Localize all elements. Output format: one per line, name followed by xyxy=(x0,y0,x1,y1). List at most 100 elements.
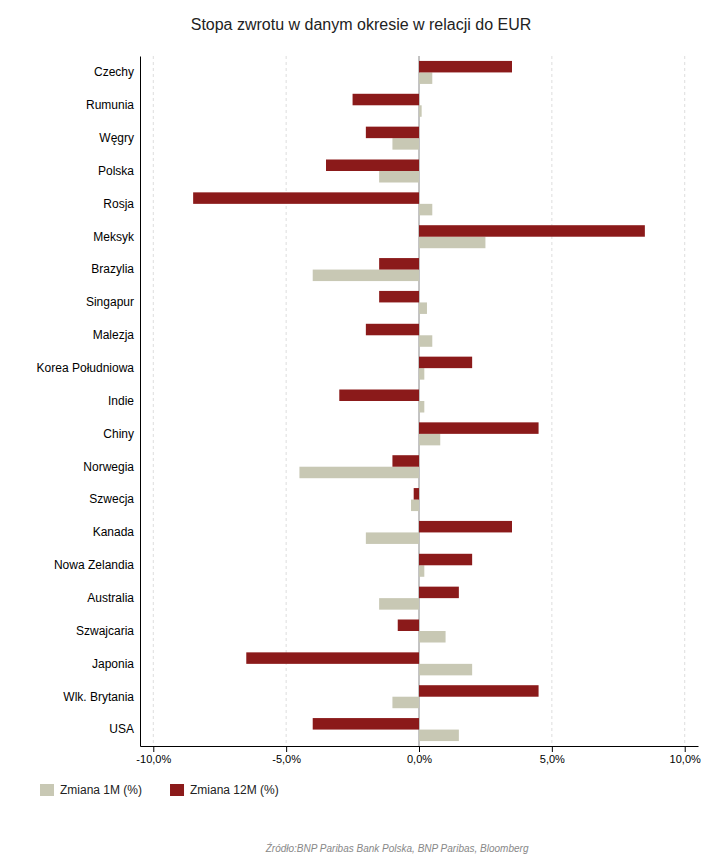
bar xyxy=(419,730,459,742)
bar xyxy=(414,488,419,500)
plot: -10,0% -5,0% 0,0% 5,0% 10,0% USA Wlk. Brytania… xyxy=(37,56,701,765)
y-tick: Nowa Zelandia xyxy=(54,558,140,572)
bar xyxy=(419,368,424,380)
legend: Zmiana 1M (%) Zmiana 12M (%) xyxy=(40,783,279,797)
bar xyxy=(419,302,427,314)
y-tick-label: Malezja xyxy=(93,328,135,342)
bar xyxy=(419,237,485,249)
legend-swatch xyxy=(40,784,54,796)
bar xyxy=(379,171,419,183)
bar xyxy=(366,324,419,336)
y-tick-label: Brazylia xyxy=(91,262,134,276)
grid xyxy=(153,56,684,746)
y-tick-label: USA xyxy=(109,722,134,736)
y-tick-label: Korea Południowa xyxy=(37,361,135,375)
y-tick-label: Szwajcaria xyxy=(76,624,134,638)
grid-line xyxy=(286,56,287,746)
bar xyxy=(419,685,539,697)
bar xyxy=(419,434,440,446)
legend-item: Zmiana 12M (%) xyxy=(170,783,279,797)
bars xyxy=(193,61,645,741)
x-tick: -5,0% xyxy=(272,746,301,765)
bar xyxy=(392,455,419,467)
bar xyxy=(419,664,472,676)
y-tick-label: Węgry xyxy=(99,131,134,145)
bar xyxy=(419,631,446,643)
y-tick-label: Czechy xyxy=(94,65,134,79)
bar xyxy=(419,521,512,533)
bar xyxy=(419,225,645,237)
legend-item: Zmiana 1M (%) xyxy=(40,783,142,797)
bar xyxy=(379,598,419,610)
y-tick: Brazylia xyxy=(91,262,140,276)
y-tick-label: Szwecja xyxy=(89,492,134,506)
y-tick: Węgry xyxy=(99,131,140,145)
bar xyxy=(419,554,472,566)
y-tick: Kanada xyxy=(93,525,140,539)
y-tick: Rumunia xyxy=(86,98,140,112)
bar xyxy=(419,61,512,73)
x-tick-label: 5,0% xyxy=(540,753,565,765)
y-tick: Japonia xyxy=(92,657,140,671)
bar xyxy=(313,718,419,730)
grid-line xyxy=(684,56,685,746)
bar xyxy=(392,697,419,709)
grid-line xyxy=(551,56,552,746)
y-tick-label: Rumunia xyxy=(86,98,134,112)
y-tick: Wlk. Brytania xyxy=(63,690,140,704)
bar xyxy=(419,422,539,434)
bar xyxy=(419,401,424,413)
bar xyxy=(398,620,419,632)
y-axis-line xyxy=(140,57,141,747)
bar xyxy=(299,467,419,479)
y-tick-label: Singapur xyxy=(86,295,134,309)
x-tick: -10,0% xyxy=(136,746,171,765)
y-tick-label: Wlk. Brytania xyxy=(63,690,134,704)
x-tick: 0,0% xyxy=(407,746,432,765)
series xyxy=(299,72,485,741)
y-tick: Australia xyxy=(87,591,140,605)
x-tick-label: -10,0% xyxy=(136,753,171,765)
bar xyxy=(419,204,432,216)
bar xyxy=(411,500,419,512)
y-tick: Polska xyxy=(98,164,140,178)
y-tick: Malezja xyxy=(93,328,140,342)
grid-line xyxy=(153,56,154,746)
y-tick: Szwajcaria xyxy=(76,624,140,638)
y-tick-label: Norwegia xyxy=(83,460,134,474)
y-tick-label: Polska xyxy=(98,164,134,178)
y-tick: Szwecja xyxy=(89,492,140,506)
y-tick: Meksyk xyxy=(93,230,140,244)
y-tick: USA xyxy=(109,722,140,736)
x-tick: 5,0% xyxy=(540,746,565,765)
y-tick-label: Australia xyxy=(87,591,134,605)
y-tick-label: Chiny xyxy=(103,427,134,441)
bar xyxy=(313,270,419,282)
x-tick-mark xyxy=(286,746,287,752)
source: Źródło:BNP Paribas Bank Polska, BNP Pari… xyxy=(265,842,529,854)
y-tick: Korea Południowa xyxy=(37,361,140,375)
x-tick-mark xyxy=(552,746,553,752)
x-tick-label: 10,0% xyxy=(670,753,701,765)
title: Stopa zwrotu w danym okresie w relacji d… xyxy=(191,16,532,33)
bar xyxy=(419,335,432,347)
bar xyxy=(419,357,472,369)
y-tick-label: Indie xyxy=(108,394,134,408)
legend-label: Zmiana 1M (%) xyxy=(60,783,142,797)
chart: Stopa zwrotu w danym okresie w relacji d… xyxy=(0,0,722,866)
bar xyxy=(193,192,419,204)
y-tick-label: Kanada xyxy=(93,525,135,539)
y-tick: Indie xyxy=(108,394,140,408)
bar xyxy=(366,127,419,138)
x-tick: 10,0% xyxy=(670,746,701,765)
series xyxy=(193,61,645,730)
x-tick-mark xyxy=(419,746,420,752)
y-tick: Chiny xyxy=(103,427,140,441)
y-tick: Norwegia xyxy=(83,460,140,474)
bar xyxy=(419,565,424,577)
bar xyxy=(419,72,432,84)
bar xyxy=(392,138,419,150)
bar xyxy=(379,291,419,303)
bar xyxy=(326,160,419,172)
bar xyxy=(419,587,459,599)
